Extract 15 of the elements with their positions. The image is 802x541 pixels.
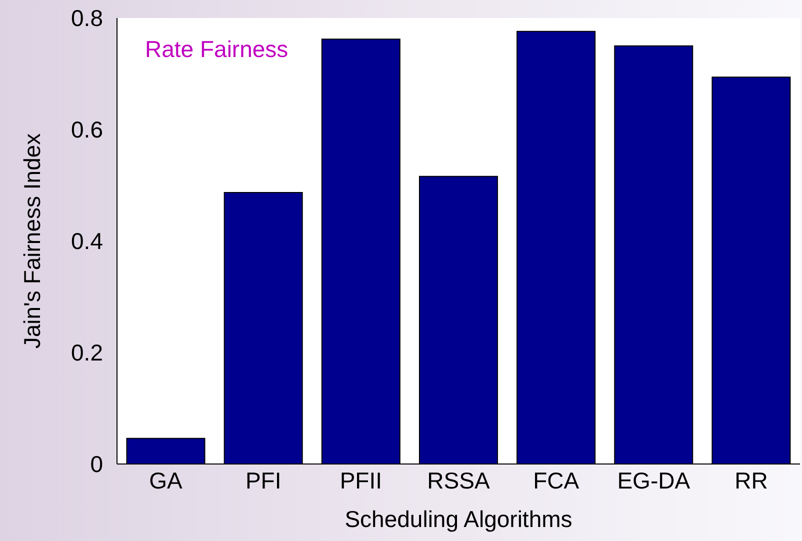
x-tick-label: RR: [734, 467, 768, 494]
y-tick-label: 0.6: [71, 116, 103, 143]
x-tick-label: PFII: [340, 467, 382, 494]
y-tick-label: 0: [90, 451, 103, 478]
y-tick-label: 0.8: [71, 5, 103, 32]
x-tick-label: RSSA: [427, 467, 490, 494]
y-axis-title: Jain's Fairness Index: [19, 132, 46, 349]
y-tick-label: 0.2: [71, 340, 103, 366]
x-tick-label: GA: [149, 467, 184, 494]
annotation: Rate Fairness: [145, 36, 288, 63]
y-tick-label: 0.4: [71, 228, 104, 254]
x-tick-label: EG-DA: [617, 467, 691, 494]
x-tick-label: FCA: [533, 467, 580, 494]
x-axis-title: Scheduling Algorithms: [344, 506, 572, 532]
x-tick-label: PFI: [245, 467, 282, 494]
